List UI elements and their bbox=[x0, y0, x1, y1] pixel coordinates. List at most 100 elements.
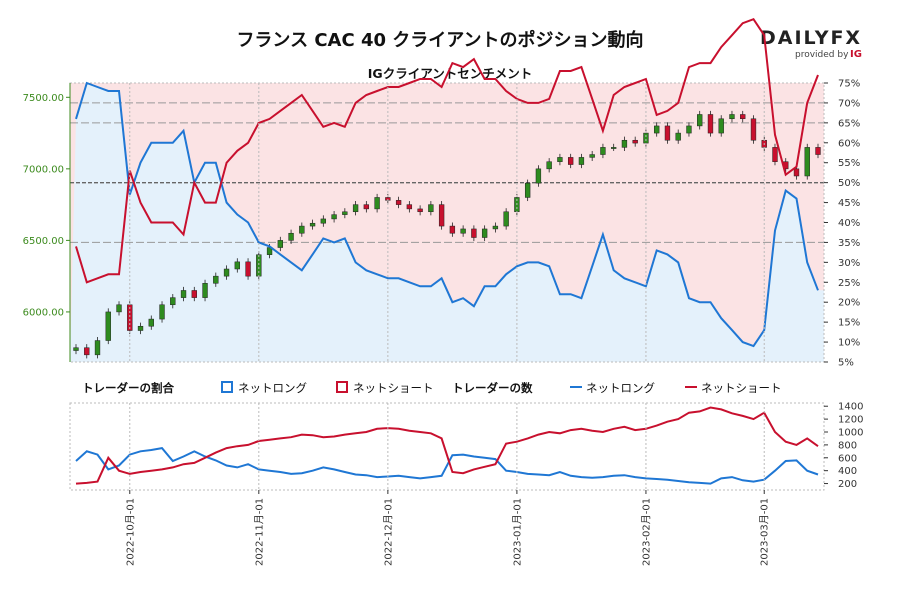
candle-body bbox=[234, 261, 240, 270]
candle-body bbox=[116, 304, 122, 313]
candle-body bbox=[707, 114, 714, 134]
candle-body bbox=[406, 204, 413, 210]
date-tick-label: 2023-01月-01 bbox=[511, 498, 523, 566]
legend-long-count-label: ネットロング bbox=[586, 381, 655, 395]
candle-body bbox=[611, 147, 617, 149]
legend-short-ratio-swatch bbox=[336, 381, 348, 393]
count-tick-label: 800 bbox=[838, 440, 857, 451]
count-tick-label: 1200 bbox=[838, 415, 863, 426]
candle-body bbox=[223, 268, 230, 277]
candle-body bbox=[320, 218, 327, 224]
candle-body bbox=[481, 228, 488, 238]
legend-short-count-label: ネットショート bbox=[701, 381, 782, 395]
legend-long-ratio-label: ネットロング bbox=[238, 381, 307, 395]
candle-body bbox=[729, 114, 735, 120]
candle-body bbox=[600, 147, 606, 155]
count-tick-label: 1400 bbox=[838, 402, 863, 413]
candle-body bbox=[363, 204, 370, 210]
date-tick-label: 2022-10月-01 bbox=[124, 498, 136, 566]
legend-long-ratio-swatch bbox=[221, 381, 233, 393]
left-tick-label: 7500.00 bbox=[23, 93, 64, 104]
candle-body bbox=[740, 114, 746, 120]
candle-body bbox=[675, 132, 681, 141]
candle-body bbox=[428, 204, 434, 213]
right-tick-label: 50% bbox=[838, 178, 860, 189]
candle-body bbox=[202, 283, 208, 298]
candle-body bbox=[148, 318, 154, 327]
date-axis: 2022-10月-01 2022-11月-01 2022-12月-01 2023-01… bbox=[124, 83, 771, 566]
candle-body bbox=[471, 228, 477, 238]
right-tick-label: 10% bbox=[838, 338, 860, 349]
candle-body bbox=[793, 168, 800, 177]
right-tick-label: 40% bbox=[838, 218, 860, 229]
dailyfx-logo: DAILYFX provided by IG bbox=[760, 27, 862, 60]
candle-body bbox=[331, 214, 337, 220]
right-tick-label: 55% bbox=[838, 158, 860, 169]
lower-frame bbox=[69, 402, 825, 491]
right-tick-label: 25% bbox=[838, 278, 860, 289]
candle-body bbox=[815, 147, 821, 155]
count-tick-label: 400 bbox=[838, 466, 857, 477]
right-tick-label: 20% bbox=[838, 298, 860, 309]
candle-body bbox=[213, 275, 219, 284]
chart-title: フランス CAC 40 クライアントのポジション動向 bbox=[236, 29, 643, 51]
net-short-pct-line bbox=[75, 17, 819, 284]
left-tick-label: 7000.00 bbox=[23, 164, 64, 175]
candle-body bbox=[589, 154, 595, 158]
brand-name: DAILYFX bbox=[760, 27, 862, 49]
count-tick-label: 600 bbox=[838, 453, 857, 464]
candle-body bbox=[567, 157, 574, 165]
candle-body bbox=[105, 311, 111, 341]
net-short-count-line bbox=[75, 406, 819, 485]
candle-body bbox=[395, 200, 402, 205]
candle-body bbox=[277, 240, 283, 248]
right-tick-label: 35% bbox=[838, 238, 860, 249]
right-tick-label: 65% bbox=[838, 118, 860, 129]
candle-body bbox=[492, 225, 499, 230]
candle-body bbox=[654, 125, 660, 134]
candle-body bbox=[546, 161, 552, 170]
legend-short-ratio-label: ネットショート bbox=[353, 381, 434, 395]
candle-body bbox=[352, 204, 359, 213]
candle-body bbox=[697, 114, 703, 127]
brand-provided-by: provided by bbox=[795, 50, 849, 60]
candle-body bbox=[524, 182, 531, 198]
candle-body bbox=[460, 228, 466, 234]
candle-body bbox=[503, 211, 509, 227]
candle-body bbox=[342, 211, 348, 215]
candle-body bbox=[417, 208, 423, 213]
candle-body bbox=[535, 168, 542, 184]
candle-body bbox=[288, 232, 294, 241]
candle-body bbox=[664, 125, 671, 141]
net-long-pct-line bbox=[75, 81, 819, 348]
candle-body bbox=[686, 125, 692, 134]
candle-body bbox=[94, 340, 101, 356]
candle-body bbox=[137, 325, 144, 331]
date-tick-label: 2023-03月-01 bbox=[759, 498, 771, 566]
right-tick-label: 45% bbox=[838, 198, 860, 209]
candle-body bbox=[438, 204, 445, 227]
candle-body bbox=[449, 225, 456, 234]
right-tick-label: 70% bbox=[838, 98, 860, 109]
candle-body bbox=[73, 347, 79, 351]
candle-body bbox=[557, 157, 563, 162]
net-long-count-line bbox=[75, 447, 819, 485]
candle-body bbox=[750, 118, 757, 141]
brand-ig: IG bbox=[850, 49, 862, 60]
right-tick-label: 5% bbox=[838, 358, 854, 369]
candle-body bbox=[159, 304, 165, 320]
candle-body bbox=[772, 147, 778, 162]
candle-body bbox=[718, 118, 724, 134]
candle-body bbox=[180, 290, 187, 298]
sentiment-subtitle: IGクライアントセンチメント bbox=[368, 66, 532, 81]
date-tick-label: 2022-11月-01 bbox=[253, 498, 265, 566]
left-tick-label: 6000.00 bbox=[23, 307, 64, 318]
candle-body bbox=[804, 147, 810, 177]
right-tick-label: 15% bbox=[838, 318, 860, 329]
candle-body bbox=[170, 297, 176, 306]
count-tick-label: 1000 bbox=[838, 428, 863, 439]
legend-count-heading: トレーダーの数 bbox=[452, 381, 533, 395]
candle-body bbox=[632, 139, 638, 144]
